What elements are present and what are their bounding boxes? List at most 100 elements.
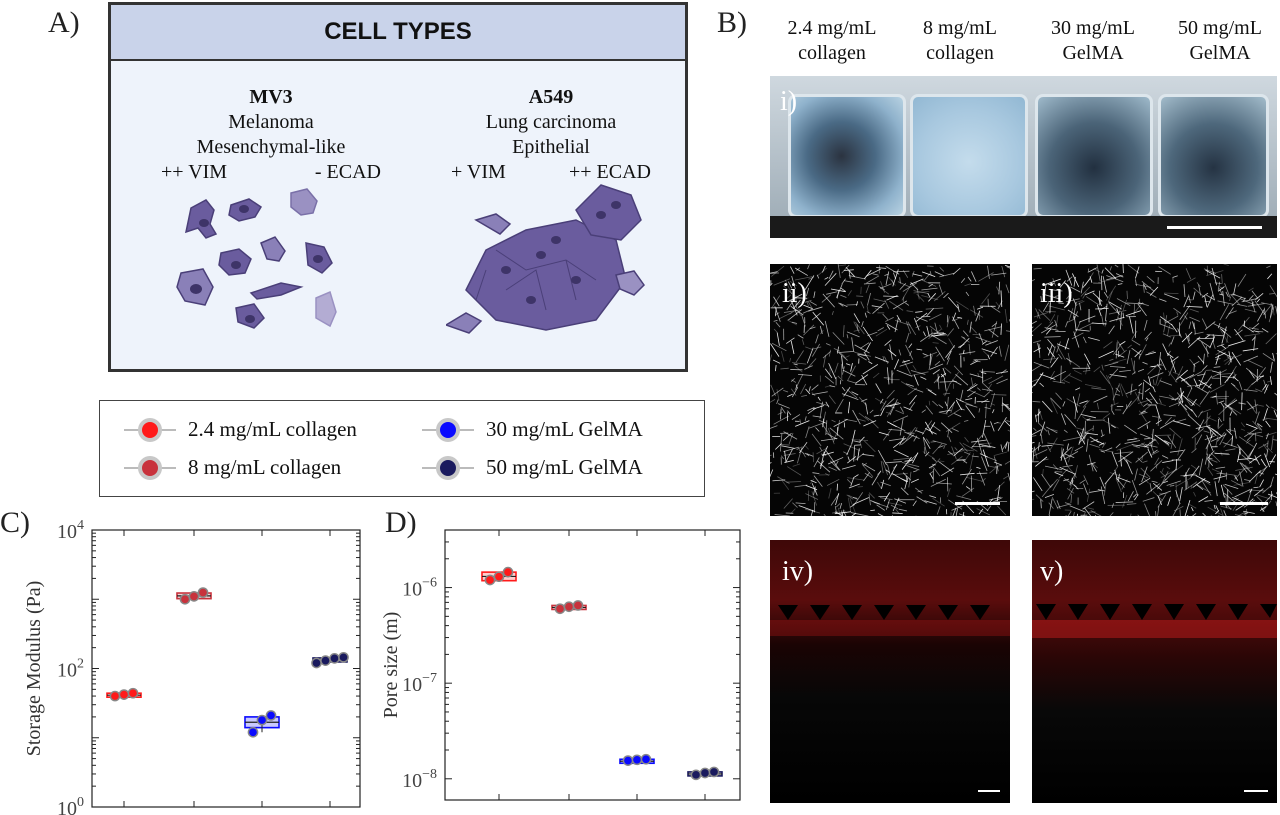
data-point	[554, 603, 566, 615]
fiber-stroke	[1245, 508, 1247, 516]
fiber-stroke	[903, 359, 911, 375]
fiber-stroke	[882, 313, 889, 320]
fiber-stroke	[798, 311, 802, 317]
mv3-cells-illustration	[176, 188, 337, 329]
column-header-line: 30 mg/mL	[1051, 17, 1135, 39]
fiber-stroke	[880, 400, 887, 411]
fiber-stroke	[1140, 467, 1151, 478]
fiber-stroke	[1092, 292, 1103, 302]
fiber-stroke	[1254, 399, 1258, 414]
fiber-stroke	[959, 337, 970, 349]
y-axis-label: Pore size (m)	[380, 612, 402, 719]
fiber-stroke	[1215, 466, 1226, 469]
fiber-stroke	[967, 390, 976, 398]
plot-frame	[91, 529, 361, 808]
fiber-stroke	[1093, 366, 1101, 373]
fiber-stroke	[1162, 460, 1174, 463]
fiber-stroke	[1200, 478, 1211, 486]
fiber-stroke	[1248, 489, 1266, 492]
fiber-stroke	[971, 455, 979, 458]
fiber-stroke	[946, 316, 950, 328]
fiber-stroke	[914, 427, 918, 433]
fiber-stroke	[929, 353, 932, 366]
legend-label: 2.4 mg/mL collagen	[188, 417, 357, 441]
fiber-stroke	[805, 485, 818, 491]
fiber-stroke	[997, 505, 1007, 516]
fiber-stroke	[1107, 375, 1111, 380]
data-point	[179, 593, 191, 605]
fiber-stroke	[1251, 329, 1256, 333]
fiber-stroke	[953, 365, 964, 376]
data-point	[265, 710, 277, 721]
fiber-stroke	[836, 346, 840, 354]
fiber-stroke	[1213, 504, 1216, 510]
fiber-stroke	[1192, 478, 1206, 488]
fiber-stroke	[905, 321, 912, 334]
fiber-stroke	[1138, 410, 1147, 422]
fiber-stroke	[1241, 392, 1243, 411]
fiber-stroke	[791, 321, 798, 324]
fiber-stroke	[926, 308, 934, 317]
fiber-stroke	[993, 451, 1008, 457]
fiber-stroke	[1032, 477, 1043, 492]
fiber-stroke	[1052, 380, 1065, 384]
fiber-stroke	[819, 325, 823, 335]
fiber-stroke	[1210, 434, 1227, 442]
fiber-stroke	[1188, 503, 1197, 509]
fiber-stroke	[976, 466, 981, 469]
fiber-stroke	[1032, 383, 1036, 388]
fiber-stroke	[921, 271, 936, 278]
fiber-stroke	[877, 449, 887, 466]
fiber-stroke	[1130, 357, 1136, 374]
fiber-stroke	[946, 396, 949, 410]
fiber-stroke	[1247, 303, 1265, 307]
fiber-stroke	[873, 298, 887, 303]
well-4	[1158, 94, 1269, 218]
fiber-stroke	[1193, 287, 1205, 298]
fiber-stroke	[924, 428, 937, 435]
fiber-stroke	[1237, 511, 1247, 516]
fiber-stroke	[774, 306, 781, 322]
fiber-stroke	[970, 377, 974, 386]
fiber-stroke	[1145, 337, 1149, 342]
fiber-stroke	[1149, 364, 1164, 368]
fiber-stroke	[771, 342, 787, 352]
fiber-stroke	[892, 415, 909, 423]
fiber-stroke	[1115, 443, 1121, 449]
fiber-stroke	[990, 421, 995, 432]
fiber-stroke	[1109, 512, 1114, 516]
legend-marker-icon	[436, 417, 460, 442]
a549-description: A549 Lung carcinoma Epithelial + VIM ++ …	[451, 85, 651, 185]
fiber-stroke	[1004, 420, 1010, 427]
fiber-stroke	[1189, 316, 1200, 322]
fiber-stroke	[851, 512, 856, 516]
fiber-stroke	[943, 392, 951, 395]
fiber-stroke	[1037, 311, 1040, 319]
fiber-stroke	[825, 343, 831, 346]
fiber-stroke	[1217, 300, 1234, 305]
fiber-stroke	[892, 512, 903, 514]
fiber-stroke	[775, 365, 777, 372]
fiber-stroke	[1064, 451, 1079, 460]
fiber-stroke	[1006, 330, 1010, 332]
fiber-stroke	[781, 445, 795, 449]
fiber-stroke	[1131, 480, 1139, 496]
fiber-stroke	[971, 271, 977, 282]
fiber-stroke	[789, 280, 797, 287]
fiber-stroke	[1193, 331, 1204, 335]
fiber-stroke	[1223, 510, 1227, 516]
scale-bar	[955, 502, 1000, 505]
fiber-stroke	[887, 502, 903, 506]
fiber-stroke	[1248, 470, 1261, 483]
collagen-fiber-image: ii)	[770, 264, 1010, 516]
fiber-stroke	[1202, 353, 1205, 365]
fiber-stroke	[1117, 349, 1127, 358]
fiber-stroke	[1082, 400, 1090, 408]
fiber-stroke	[1080, 286, 1091, 297]
data-point	[197, 587, 209, 598]
fiber-stroke	[1115, 501, 1134, 503]
fiber-stroke	[1176, 369, 1188, 381]
y-tick-label: 102	[57, 657, 84, 682]
fiber-stroke	[1205, 321, 1216, 330]
fiber-stroke	[792, 502, 798, 508]
